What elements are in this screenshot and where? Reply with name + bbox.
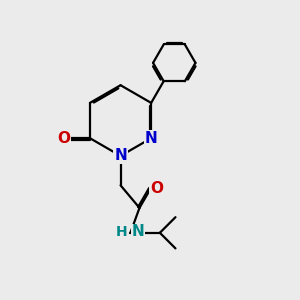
Text: N: N [145, 131, 158, 146]
Text: O: O [150, 181, 163, 196]
Text: H: H [115, 225, 127, 238]
Text: N: N [114, 148, 127, 164]
Text: O: O [57, 131, 70, 146]
Text: N: N [132, 224, 144, 239]
